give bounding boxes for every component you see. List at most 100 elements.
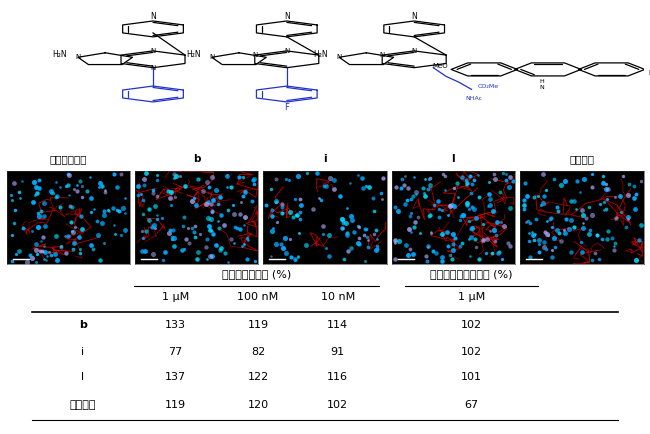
Point: [404, 225, 415, 232]
Point: [540, 186, 551, 193]
Point: [165, 227, 176, 233]
Point: [75, 245, 85, 252]
Point: [92, 217, 102, 224]
Point: [291, 211, 301, 218]
Point: [136, 248, 147, 255]
Point: [39, 255, 49, 262]
Point: [601, 181, 612, 188]
Point: [277, 210, 287, 217]
Point: [40, 223, 50, 230]
Point: [95, 179, 105, 186]
Point: [497, 256, 507, 263]
Point: [204, 222, 214, 229]
Point: [501, 177, 512, 184]
Point: [549, 234, 560, 241]
Point: [207, 227, 217, 234]
Point: [120, 226, 131, 233]
Point: [359, 232, 370, 239]
Point: [152, 215, 162, 222]
Point: [442, 229, 452, 236]
Text: CO₂Me: CO₂Me: [478, 84, 499, 89]
Point: [36, 208, 46, 215]
Point: [214, 247, 225, 253]
Point: [93, 232, 103, 239]
Point: [157, 214, 167, 221]
Text: 102: 102: [327, 400, 348, 410]
Point: [17, 178, 27, 184]
Point: [211, 241, 221, 248]
Point: [445, 203, 455, 210]
Point: [108, 205, 118, 212]
Point: [74, 233, 85, 240]
Point: [493, 249, 503, 256]
Point: [547, 223, 557, 230]
Text: b: b: [193, 154, 200, 164]
Point: [421, 252, 431, 259]
Point: [97, 220, 107, 227]
Point: [14, 188, 25, 195]
Point: [179, 246, 190, 253]
Text: 119: 119: [248, 320, 268, 330]
Point: [370, 227, 381, 233]
Point: [467, 224, 477, 231]
Point: [22, 258, 32, 265]
Point: [505, 205, 515, 212]
Point: [445, 252, 456, 259]
Point: [504, 184, 514, 191]
Point: [247, 197, 257, 204]
Text: H₂N: H₂N: [53, 50, 67, 59]
Point: [372, 243, 382, 250]
Text: NHAc: NHAc: [465, 95, 482, 101]
Point: [205, 200, 216, 207]
Point: [358, 184, 368, 191]
Point: [7, 257, 18, 264]
Point: [608, 242, 619, 249]
Point: [482, 236, 493, 243]
Point: [577, 211, 588, 218]
Point: [461, 177, 471, 184]
Point: [624, 181, 634, 188]
Point: [86, 194, 96, 201]
Point: [528, 232, 538, 239]
Point: [64, 192, 74, 199]
Point: [558, 227, 569, 234]
Point: [294, 230, 305, 237]
Point: [66, 219, 76, 226]
Point: [291, 212, 302, 219]
Point: [390, 256, 400, 263]
Point: [598, 180, 608, 187]
Point: [6, 197, 17, 204]
Point: [560, 216, 571, 223]
Point: [200, 201, 211, 207]
Point: [77, 226, 87, 233]
Point: [456, 240, 467, 247]
Point: [202, 199, 213, 206]
Text: 116: 116: [327, 372, 348, 381]
Text: 122: 122: [248, 372, 268, 381]
Point: [425, 181, 436, 188]
Point: [293, 253, 304, 260]
Point: [353, 240, 363, 247]
Point: [556, 182, 566, 189]
Point: [328, 176, 339, 183]
Point: [214, 194, 225, 201]
Point: [164, 194, 175, 201]
Point: [109, 170, 119, 177]
Point: [436, 230, 447, 237]
Point: [595, 201, 605, 207]
Point: [425, 211, 436, 218]
Point: [490, 237, 501, 244]
Point: [190, 202, 201, 209]
Point: [266, 228, 277, 235]
Point: [542, 217, 552, 224]
Point: [278, 244, 288, 251]
Text: N: N: [284, 12, 290, 21]
Point: [167, 234, 177, 241]
Point: [398, 181, 409, 188]
Point: [406, 195, 416, 202]
Point: [584, 227, 595, 234]
Point: [295, 215, 306, 222]
Point: [272, 219, 282, 226]
Point: [116, 231, 126, 238]
Point: [181, 236, 191, 243]
